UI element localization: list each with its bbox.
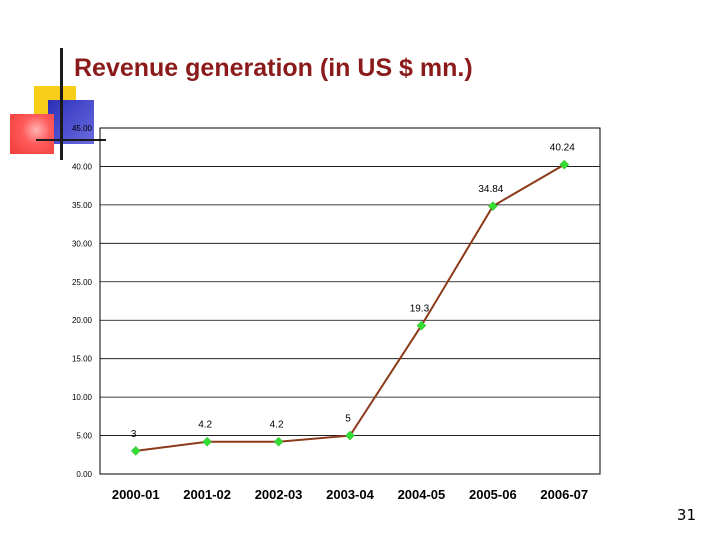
data-point-marker (345, 430, 355, 441)
series-line (135, 163, 565, 452)
y-tick-label: 25.00 (72, 278, 93, 287)
decor-red-square (10, 114, 54, 154)
y-tick-label: 0.00 (76, 470, 92, 479)
x-tick-label: 2002-03 (255, 487, 303, 502)
decor-blue-square (48, 100, 94, 144)
data-label: 34.84 (478, 184, 503, 195)
data-label: 5 (345, 414, 351, 425)
x-tick-label: 2005-06 (469, 487, 517, 502)
data-label: 40.24 (550, 143, 575, 154)
y-tick-label: 30.00 (72, 239, 93, 248)
data-point-marker (202, 436, 212, 447)
data-label: 4.2 (198, 420, 212, 431)
data-point-marker (416, 320, 427, 331)
x-tick-label: 2004-05 (398, 487, 446, 502)
y-tick-label: 10.00 (72, 393, 93, 402)
data-label: 4.2 (270, 420, 284, 431)
data-point-marker (559, 159, 570, 170)
data-point-marker (130, 446, 141, 456)
decor-vertical-line (60, 48, 63, 160)
y-tick-label: 20.00 (72, 316, 93, 325)
y-tick-label: 15.00 (72, 355, 93, 364)
x-tick-label: 2006-07 (540, 487, 588, 502)
y-tick-label: 5.00 (76, 432, 92, 441)
x-tick-label: 2003-04 (326, 487, 374, 502)
slide-title: Revenue generation (in US $ mn.) (74, 54, 473, 82)
y-tick-label: 35.00 (72, 201, 93, 210)
y-tick-label: 40.00 (72, 162, 93, 171)
data-point-marker (273, 436, 284, 447)
slide-number: 31 (676, 506, 696, 524)
data-point-marker (488, 201, 498, 211)
x-tick-label: 2000-01 (112, 487, 160, 502)
data-label: 3 (131, 429, 137, 440)
decor-horizontal-line (36, 139, 106, 141)
x-tick-label: 2001-02 (183, 487, 231, 502)
data-label: 19.3 (410, 304, 430, 315)
y-tick-label: 45.00 (72, 124, 93, 133)
